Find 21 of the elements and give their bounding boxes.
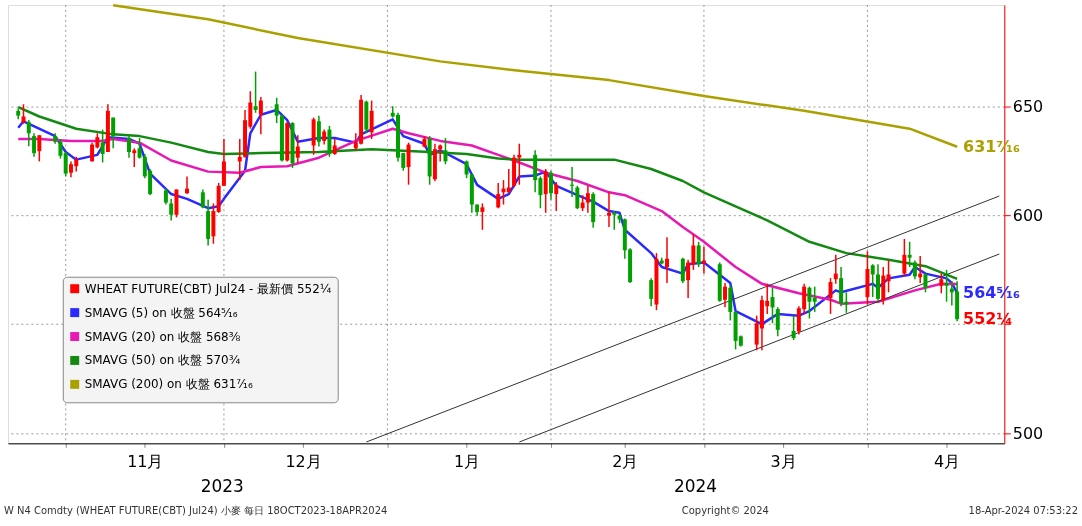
text: 2024: [673, 476, 717, 497]
text: 18-Apr-2024 07:53:22: [968, 505, 1079, 517]
text: 2023: [200, 476, 244, 497]
x-tick-label: 1月: [454, 451, 481, 471]
line-series: [111, 3, 959, 149]
x-tick-label: 12月: [285, 451, 322, 471]
line-series: [16, 105, 959, 281]
x-tick-label: 2月: [612, 451, 639, 471]
y-tick-label: 600: [1012, 205, 1044, 225]
legend-label: SMAVG (5) on 收盤 564⁵⁄₁₆: [84, 305, 238, 320]
x-tick-label: 4月: [933, 451, 961, 471]
legend-label: WHEAT FUTURE(CBT) Jul24 - 最新價 552¼: [84, 281, 332, 296]
legend-label: SMAVG (200) on 收盤 631⁷⁄₁₆: [84, 377, 253, 392]
y-tick-label: 650: [1012, 96, 1044, 116]
y-tick-label: 500: [1012, 423, 1044, 443]
legend-label: SMAVG (50) on 收盤 570¾: [84, 353, 241, 368]
text: Copyright© 2024: [681, 505, 769, 517]
legend-label: SMAVG (20) on 收盤 568⅜: [84, 329, 241, 344]
x-tick-label: 11月: [127, 451, 164, 471]
text: W N4 Comdty (WHEAT FUTURE(CBT) Jul24) 小麥 每日 18OCT2023-18APR2024: [3, 505, 388, 517]
x-tick-label: 3月: [770, 451, 797, 471]
